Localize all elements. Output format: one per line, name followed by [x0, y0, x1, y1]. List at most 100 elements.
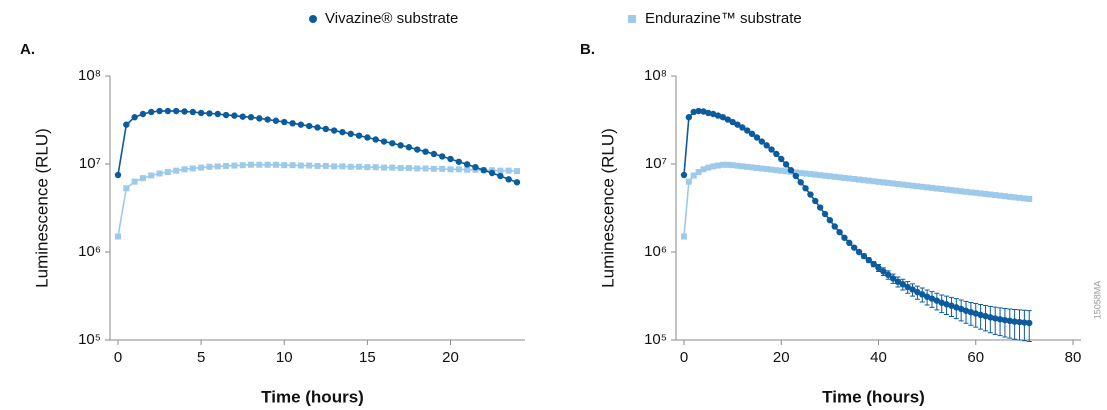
data-point [1021, 319, 1028, 326]
data-point [123, 121, 130, 128]
data-point [206, 110, 213, 117]
data-point [782, 161, 790, 168]
data-point [982, 191, 989, 198]
data-point [812, 171, 819, 178]
figure-code: 15058MA [1092, 281, 1102, 320]
data-point [826, 216, 834, 224]
data-point [817, 172, 824, 179]
data-point [865, 177, 872, 184]
data-point [904, 182, 911, 189]
data-point [214, 163, 221, 170]
data-point [831, 223, 838, 230]
data-point [405, 165, 412, 172]
data-point [289, 162, 296, 169]
data-point [1026, 196, 1033, 203]
data-point [894, 181, 901, 188]
data-point [464, 166, 471, 173]
data-point [758, 165, 765, 172]
data-point [172, 107, 180, 115]
data-point [724, 116, 731, 123]
data-point [748, 130, 756, 138]
data-point [281, 118, 288, 126]
data-point [389, 164, 396, 171]
data-point [899, 281, 907, 288]
x-tick-label: 60 [967, 349, 984, 366]
data-point [1011, 194, 1018, 201]
data-point [734, 121, 741, 128]
data-point [758, 138, 765, 145]
data-point [685, 114, 693, 121]
data-point [880, 268, 887, 275]
data-point [438, 153, 446, 160]
data-point [778, 155, 785, 163]
data-point [710, 163, 717, 170]
data-point [953, 304, 960, 311]
data-point [472, 163, 479, 171]
data-point [938, 299, 945, 306]
data-point [923, 293, 931, 300]
data-point [123, 185, 130, 192]
data-point [488, 169, 496, 177]
data-point [846, 175, 853, 182]
data-point [846, 239, 853, 247]
data-point [690, 172, 697, 179]
y-tick-label: 10⁵ [78, 331, 101, 348]
data-point [822, 172, 829, 179]
data-point [272, 161, 279, 168]
data-point [792, 172, 800, 180]
x-axis-label: Time (hours) [822, 387, 925, 406]
data-point [339, 128, 346, 136]
data-point [372, 136, 379, 143]
data-point [967, 308, 975, 316]
data-point [836, 174, 843, 181]
data-point [773, 167, 780, 174]
data-point [787, 167, 795, 174]
data-point [248, 161, 254, 168]
data-point [841, 234, 848, 241]
data-point [812, 197, 819, 205]
data-point [513, 179, 521, 186]
data-point [914, 183, 921, 190]
data-point [148, 172, 155, 179]
data-point [909, 182, 916, 189]
data-point [305, 122, 313, 130]
data-point [256, 161, 263, 168]
data-point [729, 118, 736, 126]
data-point [802, 185, 809, 192]
data-point [744, 127, 751, 134]
data-point [865, 256, 872, 264]
data-point [364, 134, 371, 141]
data-point [977, 190, 984, 197]
data-point [724, 161, 731, 168]
data-point [739, 163, 746, 170]
x-tick-label: 40 [870, 349, 887, 366]
data-point [297, 121, 305, 128]
data-point [1026, 319, 1033, 327]
data-point [289, 120, 296, 127]
data-point [875, 264, 882, 272]
data-point [729, 162, 736, 169]
legend-label: Vivazine® substrate [325, 10, 458, 27]
data-point [339, 163, 346, 170]
data-point [397, 142, 404, 149]
data-point [405, 144, 413, 151]
data-point [841, 174, 848, 181]
data-point [1011, 318, 1018, 325]
data-point [189, 108, 197, 116]
data-point [987, 191, 994, 198]
data-point [322, 125, 330, 133]
data-point [807, 171, 814, 178]
data-point [414, 165, 421, 172]
data-point [389, 140, 396, 147]
data-point [860, 177, 867, 184]
data-point [372, 164, 379, 171]
data-point [463, 161, 471, 168]
data-point [700, 166, 707, 173]
data-point [347, 130, 354, 138]
data-point [422, 165, 429, 172]
data-point [447, 155, 454, 163]
data-point [264, 116, 271, 123]
series-line [683, 110, 1030, 324]
data-point [933, 297, 941, 304]
